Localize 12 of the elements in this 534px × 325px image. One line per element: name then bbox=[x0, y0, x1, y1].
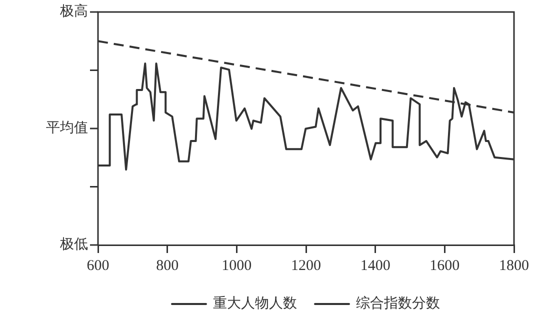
x-tick-label: 800 bbox=[156, 258, 179, 274]
legend-label: 综合指数分数 bbox=[356, 296, 440, 312]
x-tick-label: 600 bbox=[86, 258, 110, 274]
x-tick-label: 1400 bbox=[360, 258, 390, 274]
text: 平均值 bbox=[46, 120, 88, 136]
text: 极高 bbox=[59, 4, 88, 20]
x-tick-label: 1200 bbox=[291, 258, 321, 274]
legend-label: 重大人物人数 bbox=[213, 296, 297, 312]
x-tick-label: 1800 bbox=[499, 258, 529, 274]
x-tick-label: 1600 bbox=[430, 258, 460, 274]
text: 极低 bbox=[59, 236, 88, 253]
x-tick-label: 1000 bbox=[222, 258, 252, 274]
